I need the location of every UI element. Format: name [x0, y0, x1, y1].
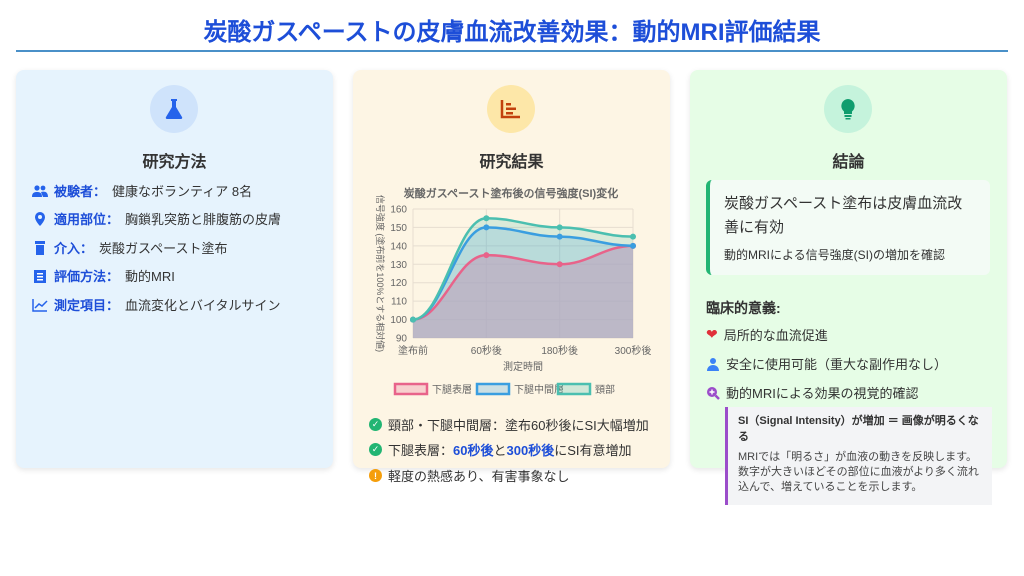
prescription-bottle-icon	[35, 240, 45, 255]
data-point	[630, 233, 636, 240]
x-axis-label: 測定時間	[503, 360, 543, 373]
methods-title: 研究方法	[142, 154, 207, 171]
data-point	[410, 316, 416, 323]
info-title: SI（Signal Intensity）が増加 ＝ 画像が明るくなる	[738, 415, 979, 443]
legend-label: 下腿中間層	[514, 383, 564, 396]
method-value: 血流変化とバイタルサイン	[125, 298, 281, 313]
search-plus-icon	[707, 386, 720, 400]
heart-icon: ❤	[706, 326, 718, 342]
bar-chart-icon	[487, 85, 535, 133]
significance-title: 臨床的意義:	[706, 300, 781, 316]
lightbulb-icon	[824, 85, 872, 133]
y-tick-label: 160	[390, 205, 407, 216]
x-tick-label: 300秒後	[615, 344, 652, 357]
legend-swatch	[556, 382, 592, 396]
bullet-text: 下腿表層：60秒後と300秒後にSI有意増加	[388, 443, 632, 458]
legend-swatch	[475, 382, 511, 396]
y-tick-label: 100	[390, 315, 407, 326]
conclusion-title: 結論	[832, 154, 865, 171]
data-point	[483, 252, 490, 259]
warning-circle-icon: !	[369, 469, 382, 482]
y-tick-label: 150	[390, 223, 407, 234]
item-text: 動的MRIによる効果の視覚的確認	[726, 386, 919, 401]
y-tick-label: 110	[391, 297, 407, 308]
method-item-measures: 測定項目： 血流変化とバイタルサイン	[32, 295, 281, 314]
series-line	[412, 244, 634, 321]
si-chart: 炭酸ガスペースト塗布後の信号強度(SI)変化 90 100 110 120 130 140 1…	[375, 186, 652, 396]
check-circle-icon: ✓	[369, 443, 382, 456]
data-point	[556, 224, 563, 231]
check-circle-icon: ✓	[369, 418, 382, 431]
clipboard-list-icon	[34, 269, 46, 283]
significance-item: 動的MRIによる効果の視覚的確認	[706, 383, 918, 402]
info-text: MRIでは「明るさ」が血液の動きを反映します。数字が大きいほどその部位に血液がよ…	[738, 451, 979, 493]
data-point	[483, 215, 490, 222]
data-point	[483, 224, 490, 231]
method-item-evaluation: 評価方法： 動的MRI	[32, 266, 175, 285]
method-label: 被験者：	[54, 184, 107, 199]
y-tick-label: 130	[390, 260, 407, 271]
conclusion-sub: 動的MRIによる信号強度(SI)の増加を確認	[724, 248, 945, 262]
bullet-text: 軽度の熱感あり、有害事象なし	[388, 469, 570, 484]
method-value: 健康なボランティア 8名	[112, 184, 253, 199]
data-point	[630, 242, 636, 249]
item-text: 局所的な血流促進	[723, 328, 828, 343]
method-value: 炭酸ガスペースト塗布	[99, 241, 228, 256]
legend-label: 下腿表層	[432, 383, 472, 396]
method-value: 胸鎖乳突筋と腓腹筋の皮膚	[125, 212, 282, 227]
results-card: 研究結果 炭酸ガスペースト塗布後の信号強度(SI)変化 90 100 110 120 13…	[353, 70, 670, 484]
y-tick-label: 140	[390, 241, 407, 252]
y-tick-label: 120	[390, 278, 407, 289]
legend-label: 頸部	[595, 383, 615, 396]
method-item-subjects: 被験者： 健康なボランティア 8名	[32, 181, 252, 200]
chart-line-icon	[32, 298, 48, 312]
series-line	[412, 216, 634, 321]
conclusion-card: 結論 炭酸ガスペースト塗布は皮膚血流改善に有効 動的MRIによる信号強度(SI)…	[690, 70, 1007, 505]
x-tick-label: 60秒後	[471, 344, 502, 357]
bullet-text: 頸部・下腿中間層：塗布60秒後にSI大幅増加	[388, 418, 649, 433]
chart-title: 炭酸ガスペースト塗布後の信号強度(SI)変化	[404, 186, 618, 200]
method-label: 適用部位：	[54, 212, 120, 227]
series-line	[412, 226, 634, 321]
item-text: 安全に使用可能（重大な副作用なし）	[726, 357, 948, 372]
conclusion-box: 炭酸ガスペースト塗布は皮膚血流改善に有効 動的MRIによる信号強度(SI)の増加…	[706, 180, 990, 275]
method-label: 測定項目：	[54, 298, 120, 313]
flask-icon	[150, 85, 198, 133]
method-item-intervention: 介入： 炭酸ガスペースト塗布	[32, 238, 227, 257]
map-pin-icon	[35, 211, 45, 226]
results-title: 研究結果	[479, 154, 544, 171]
result-bullet: ✓ 下腿表層：60秒後と300秒後にSI有意増加	[369, 440, 632, 459]
significance-item: ❤ 局所的な血流促進	[706, 325, 828, 344]
method-label: 介入：	[54, 241, 94, 256]
title-divider	[16, 50, 1008, 52]
result-bullet: ! 軽度の熱感あり、有害事象なし	[369, 466, 569, 485]
methods-card: 研究方法 被験者： 健康なボランティア 8名 適用部位： 胸鎖乳突筋と腓腹筋の皮膚 …	[16, 70, 333, 468]
method-value: 動的MRI	[125, 269, 175, 284]
method-item-site: 適用部位： 胸鎖乳突筋と腓腹筋の皮膚	[32, 209, 281, 228]
legend-swatch	[393, 382, 429, 396]
data-point	[556, 233, 563, 240]
significance-item: 安全に使用可能（重大な副作用なし）	[706, 354, 947, 373]
x-tick-label: 180秒後	[541, 344, 578, 357]
page-title: 炭酸ガスペーストの皮膚血流改善効果：動的MRI評価結果	[203, 19, 821, 46]
series-base-area	[413, 245, 633, 338]
conclusion-main: 炭酸ガスペースト塗布は皮膚血流改善に有効	[724, 195, 963, 236]
y-axis-label: 信号強度 (塗布前を100%とする相対値)	[375, 195, 386, 352]
result-bullet: ✓ 頸部・下腿中間層：塗布60秒後にSI大幅増加	[369, 415, 649, 434]
method-label: 評価方法：	[54, 269, 120, 284]
x-tick-label: 塗布前	[398, 344, 428, 357]
data-point	[556, 261, 563, 268]
user-shield-icon	[707, 357, 719, 371]
users-icon	[32, 184, 48, 197]
si-info-box: SI（Signal Intensity）が増加 ＝ 画像が明るくなる MRIでは…	[725, 407, 992, 505]
y-tick-label: 90	[396, 334, 408, 345]
